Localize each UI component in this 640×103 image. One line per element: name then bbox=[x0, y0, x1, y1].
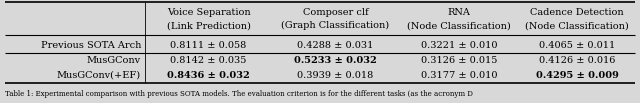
Text: Table 1: Experimental comparison with previous SOTA models. The evaluation crite: Table 1: Experimental comparison with pr… bbox=[5, 90, 473, 98]
Text: (Node Classification): (Node Classification) bbox=[407, 21, 511, 30]
Text: (Link Prediction): (Link Prediction) bbox=[166, 21, 250, 30]
Text: Cadence Detection: Cadence Detection bbox=[530, 8, 624, 17]
Text: Voice Separation: Voice Separation bbox=[166, 8, 250, 17]
Text: 0.8111 ± 0.058: 0.8111 ± 0.058 bbox=[170, 41, 246, 50]
Text: (Node Classification): (Node Classification) bbox=[525, 21, 629, 30]
Text: 0.5233 ± 0.032: 0.5233 ± 0.032 bbox=[294, 56, 377, 64]
Text: MusGConv: MusGConv bbox=[87, 56, 141, 64]
Text: Previous SOTA Arch: Previous SOTA Arch bbox=[40, 41, 141, 50]
Text: 0.3177 ± 0.010: 0.3177 ± 0.010 bbox=[420, 70, 497, 80]
Text: RNA: RNA bbox=[447, 8, 470, 17]
Text: 0.4065 ± 0.011: 0.4065 ± 0.011 bbox=[539, 41, 615, 50]
Text: 0.3939 ± 0.018: 0.3939 ± 0.018 bbox=[298, 70, 374, 80]
Text: (Graph Classification): (Graph Classification) bbox=[282, 21, 390, 30]
Text: Composer clf: Composer clf bbox=[303, 8, 368, 17]
Text: 0.3126 ± 0.015: 0.3126 ± 0.015 bbox=[421, 56, 497, 64]
Text: 0.4126 ± 0.016: 0.4126 ± 0.016 bbox=[539, 56, 615, 64]
Text: 0.8142 ± 0.035: 0.8142 ± 0.035 bbox=[170, 56, 246, 64]
Text: 0.8436 ± 0.032: 0.8436 ± 0.032 bbox=[167, 70, 250, 80]
Text: MusGConv(+EF): MusGConv(+EF) bbox=[57, 70, 141, 80]
Text: 0.4295 ± 0.009: 0.4295 ± 0.009 bbox=[536, 70, 618, 80]
Text: 0.4288 ± 0.031: 0.4288 ± 0.031 bbox=[298, 41, 374, 50]
Text: 0.3221 ± 0.010: 0.3221 ± 0.010 bbox=[420, 41, 497, 50]
